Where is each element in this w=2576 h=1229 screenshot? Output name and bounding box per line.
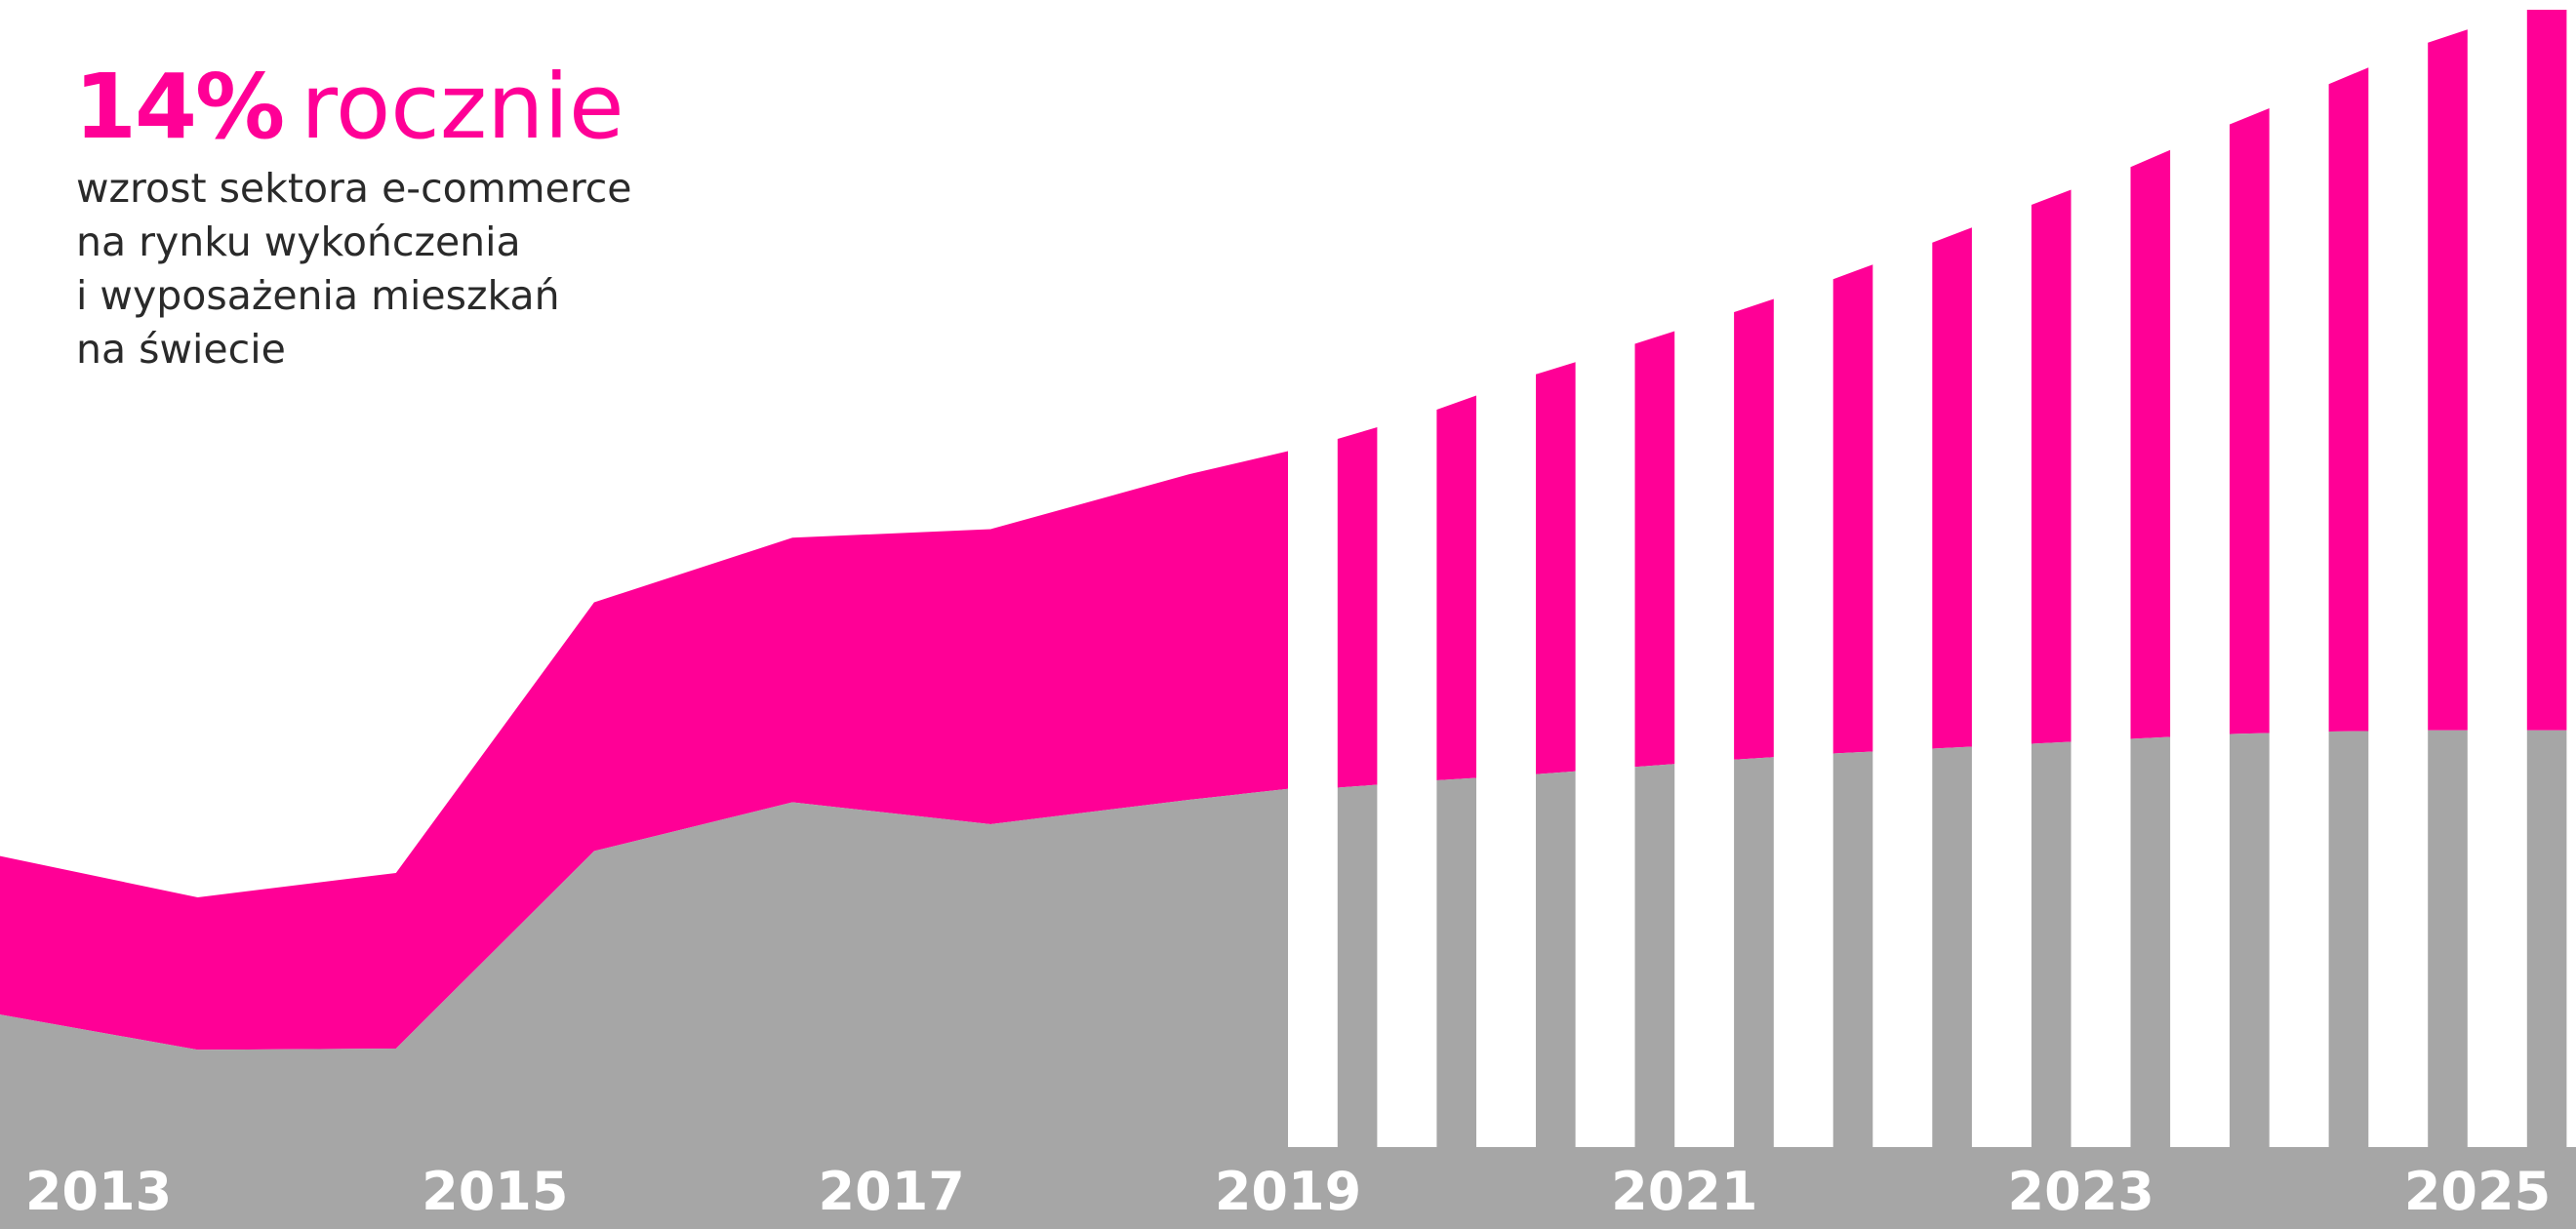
forecast-bar-lower [2031,741,2072,1147]
forecast-bar-lower [2328,731,2369,1147]
subtitle-line: i wyposażenia mieszkań [76,272,560,319]
subtitle: wzrost sektora e-commerce na rynku wykoń… [76,162,632,377]
x-tick-label: 2013 [25,1161,172,1222]
subtitle-line: na rynku wykończenia [76,218,521,265]
x-tick-label: 2017 [819,1161,965,1222]
lower-area [0,788,1288,1229]
headline: 14% rocznie [74,62,624,152]
x-tick-label: 2019 [1215,1161,1361,1222]
forecast-bar-lower [1832,751,1873,1147]
forecast-bar-upper [2328,67,2369,732]
forecast-bar-upper [1932,227,1972,749]
x-tick-label: 2023 [2008,1161,2154,1222]
x-tick-label: 2021 [1611,1161,1757,1222]
upper-area [0,451,1288,1051]
forecast-bar-lower [2526,730,2567,1147]
forecast-bar-lower [1337,784,1378,1147]
forecast-bar-upper [1734,298,1774,760]
forecast-bar-upper [1436,395,1476,780]
forecast-bar-lower [1932,746,1972,1147]
forecast-bar-lower [1634,764,1675,1147]
forecast-bar-lower [2428,730,2468,1147]
forecast-bar-upper [1536,362,1576,774]
forecast-bar-lower [1734,757,1774,1147]
x-tick-label: 2025 [2404,1161,2551,1222]
subtitle-line: wzrost sektora e-commerce [76,165,632,212]
forecast-bar-upper [2130,149,2171,739]
forecast-bar-upper [2230,108,2270,734]
forecast-bar-upper [2428,29,2468,731]
forecast-bar-lower [2230,733,2270,1147]
forecast-bar-lower [1536,771,1576,1147]
x-tick-label: 2015 [422,1161,568,1222]
forecast-bar-lower [1436,777,1476,1147]
forecast-bar-upper [2526,10,2567,731]
subtitle-line: na świecie [76,326,286,373]
forecast-bar-upper [1634,331,1675,768]
forecast-bar-lower [2130,736,2171,1147]
forecast-bar-upper [1832,264,1873,754]
headline-word: rocznie [301,55,624,159]
forecast-bar-upper [2031,189,2072,744]
headline-value: 14% [74,55,285,159]
forecast-bar-upper [1337,427,1378,788]
